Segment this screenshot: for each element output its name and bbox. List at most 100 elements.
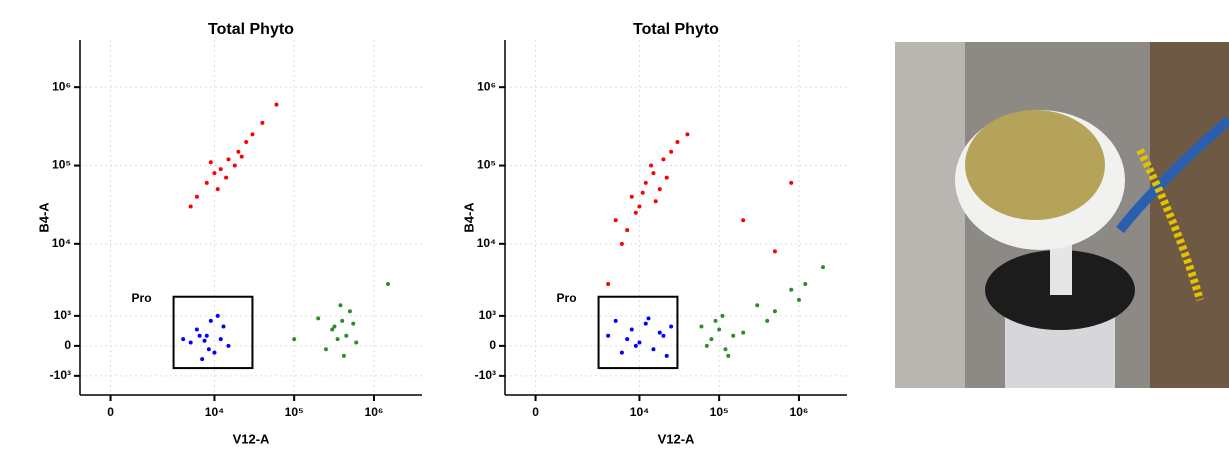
data-point [206,347,211,352]
data-point [292,337,297,342]
chart: Total Phyto V12-A B4-A 0 10⁴ 10⁵ 10⁶ -10³ 0 10³ 10… [461,21,847,446]
data-point [204,180,209,185]
data-point [661,157,666,162]
data-point [221,324,226,329]
data-point [260,120,265,125]
y-tick-label: -10³ [475,368,496,382]
data-point [625,337,630,342]
gate [597,295,679,370]
data-point [675,139,680,144]
data-point [212,350,217,355]
data-point [208,318,213,323]
y-tick-label: 10⁵ [52,158,71,172]
data-point [323,347,328,352]
data-point [613,318,618,323]
data-point [340,318,345,323]
data-point [723,347,728,352]
y-tick-label: 10⁴ [52,236,71,250]
data-point [699,324,704,329]
data-point [643,321,648,326]
chart-title: Total Phyto [633,21,719,38]
data-point [637,340,642,345]
data-point [640,190,645,195]
data-point [796,297,801,302]
data-point [649,163,654,168]
y-axis-label: B4-A [36,202,51,233]
data-point [215,187,220,192]
y-tick-label: 10⁵ [477,158,496,172]
data-point [194,194,199,199]
data-point [646,316,651,321]
data-point [765,318,770,323]
photo [895,42,1229,388]
data-point [820,265,825,270]
data-point [215,313,220,318]
data-point [661,333,666,338]
x-tick-label: 10⁵ [710,405,729,419]
data-point [351,321,356,326]
y-tick-label: -10³ [50,368,71,382]
data-point [789,180,794,185]
x-tick-label: 10⁶ [365,405,384,419]
data-point [629,194,634,199]
data-point [633,210,638,215]
data-point [613,218,618,223]
x-tick-label: 10⁵ [285,405,304,419]
data-point [789,287,794,292]
data-point [188,340,193,345]
data-point [335,337,340,342]
y-tick-label: 10⁴ [477,236,496,250]
chart: Total Phyto V12-A B4-A 0 10⁴ 10⁵ 10⁶ -10³ 0 10³ 10… [36,21,422,446]
chart-title: Total Phyto [208,21,294,38]
data-point [619,241,624,246]
x-tick-label: 10⁴ [630,405,649,419]
data-point [741,218,746,223]
data-point [200,357,205,362]
photo-filter [965,110,1105,220]
y-tick-label: 10³ [479,308,496,322]
data-point [741,330,746,335]
data-point [239,154,244,159]
data-point [224,175,229,180]
data-point [653,199,658,204]
data-point [347,309,352,314]
data-point [629,327,634,332]
data-point [212,171,217,176]
data-point [755,303,760,308]
data-point [244,139,249,144]
y-tick-label: 0 [64,338,71,352]
data-point [316,316,321,321]
data-point [226,343,231,348]
y-axis-label: B4-A [461,202,476,233]
data-point [341,353,346,358]
gate-label: Pro [132,291,152,305]
data-point [226,157,231,162]
data-point [354,340,359,345]
data-point [651,347,656,352]
y-tick-label: 10⁶ [52,79,71,93]
data-point [232,163,237,168]
data-point [208,160,213,165]
photo-cable [1136,148,1204,302]
gate [172,295,254,370]
data-point [709,337,714,342]
data-point [202,338,207,343]
data-point [731,333,736,338]
photo-wall [895,42,965,388]
data-point [637,204,642,209]
data-point [250,132,255,137]
data-point [643,180,648,185]
data-point [194,327,199,332]
data-point [664,175,669,180]
x-axis-label: V12-A [658,431,695,446]
x-axis-label: V12-A [233,431,270,446]
data-point [197,333,202,338]
data-point [713,318,718,323]
photo-tube [1116,116,1229,234]
y-tick-label: 0 [489,338,496,352]
data-point [236,149,241,154]
data-point [726,353,731,358]
y-tick-label: 10⁶ [477,79,496,93]
data-point [625,228,630,233]
